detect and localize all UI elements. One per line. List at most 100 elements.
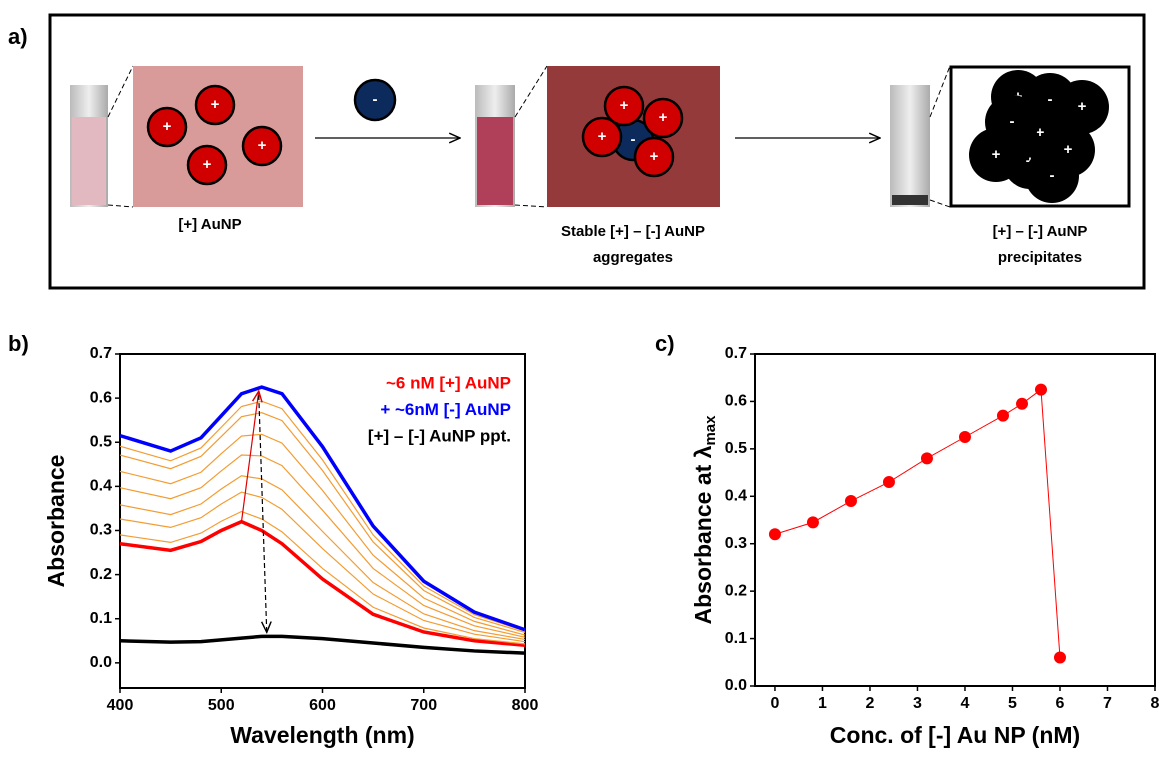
x-tick-label: 800 — [512, 697, 539, 714]
caption: [+] AuNP — [178, 216, 241, 233]
y-axis-label: Absorbance — [43, 455, 69, 588]
marker — [806, 516, 819, 529]
charge-sign: + — [1064, 141, 1073, 158]
marker — [1015, 397, 1028, 410]
panel-label: b) — [8, 331, 29, 356]
cuvette — [890, 65, 951, 208]
caption: precipitates — [998, 249, 1082, 266]
x-tick-label: 8 — [1151, 695, 1160, 712]
particle — [353, 78, 397, 122]
charge-sign: - — [1010, 113, 1015, 130]
panel-a-frame — [48, 13, 1146, 290]
y-tick-label: 0.6 — [725, 393, 747, 410]
caption: [+] – [-] AuNP — [993, 223, 1088, 240]
particle — [241, 125, 283, 167]
panel-label: a) — [8, 24, 28, 49]
series-line — [774, 388, 1061, 658]
charge-sign: + — [620, 97, 629, 114]
legend-entry: + ~6nM [-] AuNP — [380, 400, 511, 419]
charge-sign: - — [1048, 91, 1053, 108]
x-tick-label: 500 — [208, 697, 235, 714]
y-tick-label: 0.4 — [90, 478, 112, 495]
x-tick-label: 700 — [410, 697, 437, 714]
series-line — [119, 433, 526, 636]
charge-sign: + — [650, 148, 659, 165]
series-line — [119, 491, 526, 643]
arrow — [258, 395, 267, 632]
charge-sign: + — [258, 137, 267, 154]
charge-sign: + — [1036, 124, 1045, 141]
marker — [882, 476, 895, 489]
x-tick-label: 400 — [107, 697, 134, 714]
series-line — [119, 385, 526, 632]
x-tick-label: 5 — [1008, 695, 1017, 712]
series-line — [119, 454, 526, 638]
x-tick-label: 3 — [913, 695, 922, 712]
caption: Stable [+] – [-] AuNP — [561, 223, 705, 240]
charge-sign: - — [1050, 167, 1055, 184]
y-tick-label: 0.7 — [90, 345, 112, 362]
y-tick-label: 0.4 — [725, 488, 747, 505]
particle — [194, 84, 236, 126]
x-tick-label: 1 — [818, 695, 827, 712]
marker — [920, 452, 933, 465]
marker — [1034, 383, 1047, 396]
charge-sign: + — [203, 156, 212, 173]
legend-entry: [+] – [-] AuNP ppt. — [368, 426, 511, 445]
charge-sign: + — [163, 118, 172, 135]
marker — [768, 528, 781, 541]
y-axis-label-main: Absorbance at λ — [690, 445, 716, 624]
series-line — [119, 519, 526, 647]
y-tick-label: 0.5 — [725, 440, 747, 457]
particle — [1025, 149, 1079, 203]
y-tick-label: 0.1 — [90, 610, 112, 627]
legend-entry: ~6 nM [+] AuNP — [386, 373, 511, 392]
x-axis-label: Conc. of [-] Au NP (nM) — [830, 722, 1080, 748]
y-tick-label: 0.2 — [725, 582, 747, 599]
series-line — [119, 400, 526, 632]
marker — [1053, 651, 1066, 664]
charge-sign: - — [631, 131, 636, 148]
arrow — [240, 391, 259, 522]
marker — [844, 495, 857, 508]
x-tick-label: 0 — [770, 695, 779, 712]
caption: aggregates — [593, 249, 673, 266]
charge-sign: + — [992, 146, 1001, 163]
charge-sign: + — [1078, 98, 1087, 115]
cuvette — [475, 65, 548, 208]
y-tick-label: 0.0 — [725, 677, 747, 694]
particle — [633, 136, 675, 178]
y-tick-label: 0.7 — [725, 345, 747, 362]
panel-label: c) — [655, 331, 675, 356]
x-tick-label: 6 — [1056, 695, 1065, 712]
x-axis-label: Wavelength (nm) — [230, 722, 414, 748]
y-axis-label: Absorbance at λmax — [690, 415, 719, 625]
y-tick-label: 0.3 — [725, 535, 747, 552]
series-line — [119, 510, 526, 645]
y-tick-label: 0.0 — [90, 654, 112, 671]
plot-frame — [754, 353, 1156, 687]
particle — [186, 144, 228, 186]
particle — [581, 116, 623, 158]
marker — [958, 431, 971, 443]
x-tick-label: 2 — [866, 695, 875, 712]
charge-sign: - — [373, 91, 378, 108]
y-axis-label-sub: max — [702, 415, 719, 446]
x-tick-label: 600 — [309, 697, 336, 714]
series-line — [119, 634, 526, 655]
series-line — [119, 412, 526, 633]
particle — [146, 106, 188, 148]
charge-sign: + — [659, 109, 668, 126]
charge-sign: + — [211, 96, 220, 113]
charge-sign: + — [598, 128, 607, 145]
series-line — [119, 475, 526, 641]
particle — [603, 85, 645, 127]
marker — [996, 409, 1009, 422]
particle — [642, 97, 684, 139]
y-tick-label: 0.3 — [90, 522, 112, 539]
y-tick-label: 0.1 — [725, 630, 747, 647]
cuvette — [70, 65, 134, 208]
y-tick-label: 0.2 — [90, 566, 112, 583]
x-tick-label: 4 — [961, 695, 970, 712]
